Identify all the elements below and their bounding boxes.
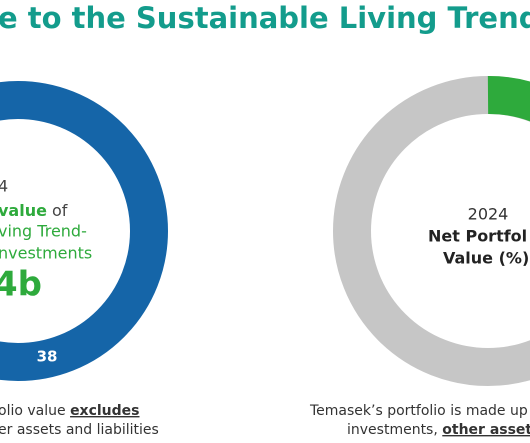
- center-label: Net Portfol: [428, 227, 527, 246]
- note-line: investments, other assets a: [347, 422, 530, 438]
- emphasis: other assets a: [442, 422, 530, 438]
- highlight: value: [0, 201, 47, 220]
- center-label: Value (%): [443, 249, 529, 268]
- headline-line: ving Trend-: [0, 222, 87, 241]
- headline-line: value of: [0, 201, 68, 220]
- text: investments,: [347, 422, 442, 438]
- amount: 4b: [0, 265, 42, 305]
- donut-ring: [0, 81, 168, 381]
- note-line: olio value excludes: [0, 403, 140, 419]
- headline-line: nvestments: [0, 244, 92, 263]
- note-line: Temasek’s portfolio is made up o: [309, 403, 530, 419]
- text: olio value: [0, 403, 70, 419]
- year: 4: [0, 177, 8, 196]
- emphasis: excludes: [70, 403, 139, 419]
- donut-segment: [487, 76, 530, 122]
- note-line: er assets and liabilities: [0, 422, 159, 438]
- title: e to the Sustainable Living Trend: [0, 1, 530, 35]
- text: of: [52, 201, 68, 220]
- year: 2024: [468, 205, 509, 224]
- segment-label: 38: [37, 348, 58, 366]
